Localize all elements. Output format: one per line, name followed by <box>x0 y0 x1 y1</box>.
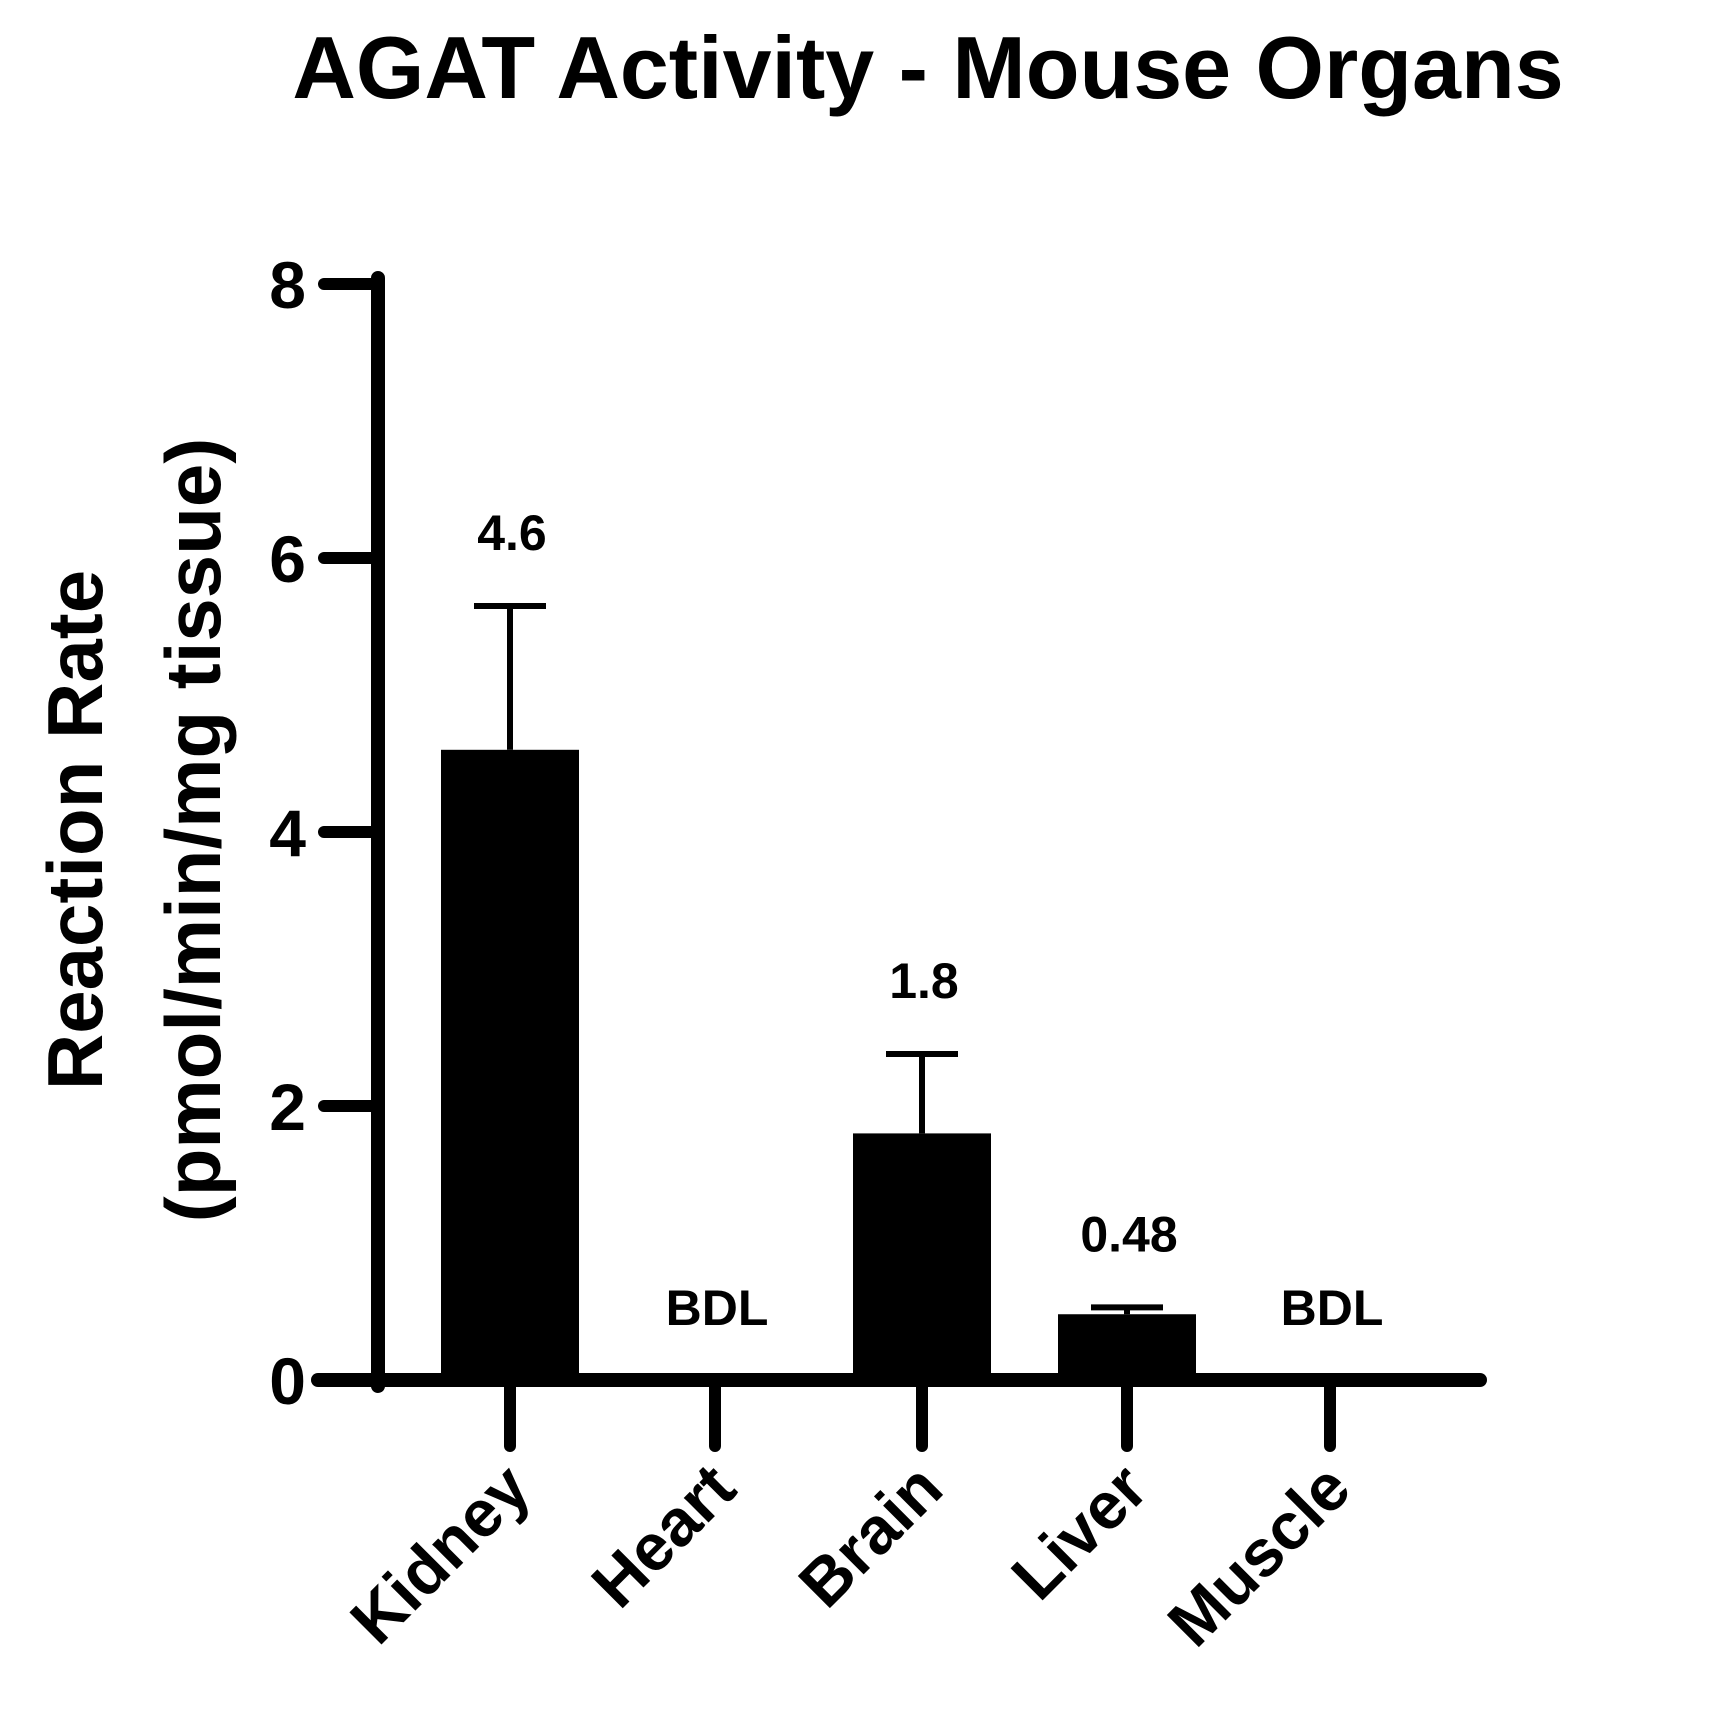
data-label: 0.48 <box>1080 1206 1177 1262</box>
y-tick-label: 6 <box>269 522 306 596</box>
y-ticks-group: 0 2 4 6 8 <box>269 248 384 1418</box>
chart-title: AGAT Activity - Mouse Organs <box>292 18 1563 117</box>
y-axis-label-line2: (pmol/min/mg tissue) <box>149 438 237 1222</box>
y-tick-label: 8 <box>269 248 306 322</box>
y-tick-label: 4 <box>269 796 306 870</box>
data-label: 4.6 <box>477 505 547 561</box>
bar-liver <box>1058 1314 1196 1380</box>
y-tick-label: 2 <box>269 1070 306 1144</box>
data-label: BDL <box>1281 1280 1384 1336</box>
data-labels-group: 4.6 BDL 1.8 0.48 BDL <box>477 505 1383 1336</box>
x-category-label: Liver <box>997 1450 1161 1614</box>
x-category-label: Muscle <box>1153 1450 1364 1661</box>
data-label: BDL <box>666 1280 769 1336</box>
data-label: 1.8 <box>889 953 959 1009</box>
bar-kidney <box>441 749 579 1380</box>
y-axis-label-line1: Reaction Rate <box>31 570 119 1090</box>
error-bars-group <box>474 602 1163 1315</box>
x-category-label: Heart <box>577 1450 749 1622</box>
x-category-label: Kidney <box>336 1449 544 1657</box>
x-category-label: Brain <box>784 1450 956 1622</box>
y-tick-label: 0 <box>269 1344 306 1418</box>
bar-brain <box>853 1133 991 1380</box>
bars-group <box>441 749 1196 1380</box>
